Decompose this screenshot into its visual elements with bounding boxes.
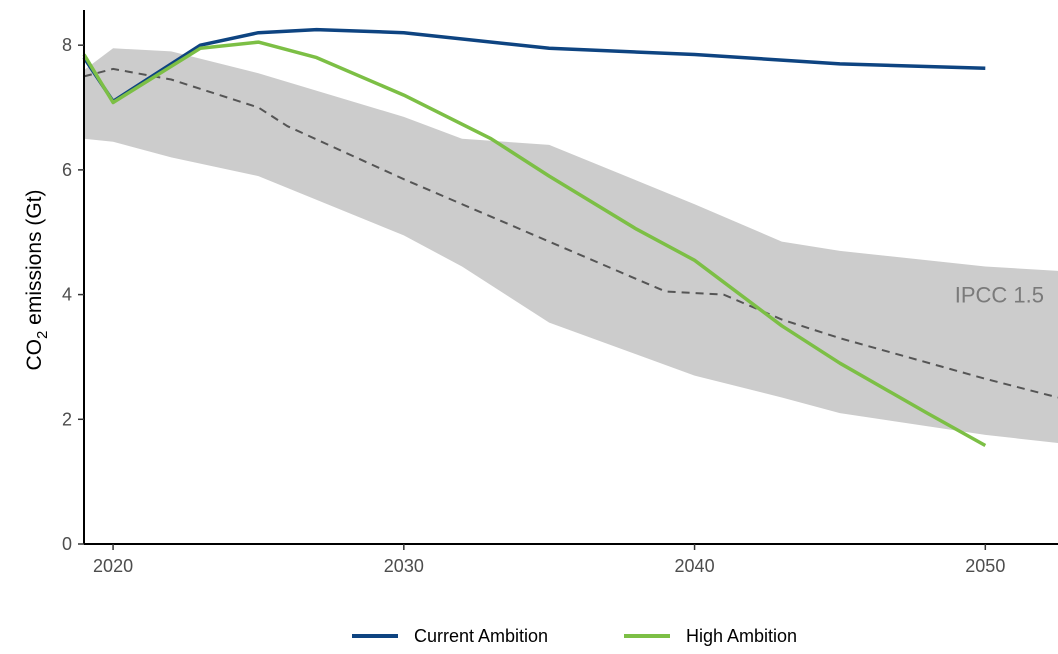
legend-label: High Ambition — [686, 626, 797, 646]
x-tick-label: 2030 — [384, 556, 424, 576]
ipcc-band-label: IPCC 1.5 — [955, 283, 1044, 308]
ipcc-median-dashed-line — [83, 67, 1058, 399]
x-tick-label: 2040 — [675, 556, 715, 576]
legend-item-high-ambition: High Ambition — [624, 626, 797, 646]
y-axis-title-subscript: 2 — [34, 331, 51, 339]
y-axis-title: CO2 emissions (Gt) — [23, 189, 51, 370]
y-tick-label: 0 — [62, 534, 72, 554]
x-tick-label: 2050 — [965, 556, 1005, 576]
plot-layer: IPCC 1.5 — [82, 27, 1058, 448]
y-tick-label: 2 — [62, 409, 72, 429]
legend: Current Ambition High Ambition — [352, 626, 797, 646]
ipcc-band — [84, 48, 1058, 444]
y-tick-label: 8 — [62, 35, 72, 55]
legend-label: Current Ambition — [414, 626, 548, 646]
y-axis-title-prefix: CO — [23, 339, 46, 371]
y-axis-title-suffix: emissions (Gt) — [23, 189, 46, 330]
series-line-current-ambition — [82, 27, 986, 104]
x-tick-label: 2020 — [93, 556, 133, 576]
y-tick-label: 4 — [62, 285, 72, 305]
y-tick-label: 6 — [62, 160, 72, 180]
series-line-high-ambition — [82, 40, 987, 448]
legend-item-current-ambition: Current Ambition — [352, 626, 548, 646]
axes-layer: 0 2 4 6 8 2020 2030 2040 2050 — [62, 10, 1058, 576]
